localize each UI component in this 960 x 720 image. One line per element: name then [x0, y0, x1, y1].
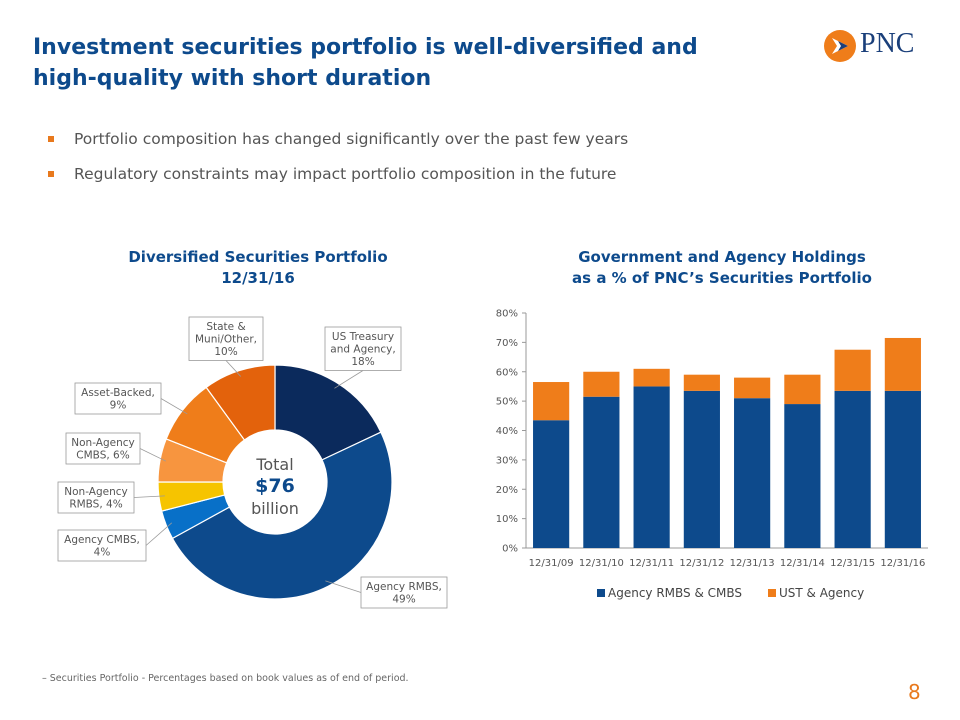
page-number: 8 — [908, 680, 921, 704]
bullet-square-icon — [48, 136, 54, 142]
callout-line — [325, 580, 362, 593]
callout-line — [334, 370, 364, 389]
bar-segment — [734, 398, 771, 548]
callout-box — [57, 529, 147, 562]
slice-label: 4% — [94, 547, 111, 559]
x-tick-label: 12/31/10 — [579, 558, 624, 569]
bullet-item: Regulatory constraints may impact portfo… — [48, 163, 848, 198]
callout-box — [57, 481, 135, 514]
y-tick-label: 40% — [496, 426, 518, 437]
bar-segment — [834, 349, 871, 391]
bar-segment — [834, 390, 871, 548]
slice-label: US Treasury — [332, 331, 394, 343]
pie-slice — [171, 431, 393, 600]
slice-label: 18% — [351, 356, 374, 368]
footnote: – Securities Portfolio - Percentages bas… — [42, 673, 409, 684]
x-tick-label: 12/31/09 — [529, 558, 574, 569]
bullet-text: Regulatory constraints may impact portfo… — [74, 165, 617, 183]
y-tick-label: 70% — [496, 338, 518, 349]
slice-label: CMBS, 6% — [76, 450, 129, 462]
callout-line — [160, 398, 188, 415]
y-tick-label: 80% — [496, 309, 518, 320]
bar-segment — [533, 382, 570, 421]
x-tick-label: 12/31/16 — [880, 558, 925, 569]
pie-chart-title: Diversified Securities Portfolio 12/31/1… — [88, 247, 428, 289]
x-tick-label: 12/31/15 — [830, 558, 875, 569]
bar-segment — [784, 374, 821, 405]
y-tick-label: 30% — [496, 455, 518, 466]
bar-title-line2: as a % of PNC’s Securities Portfolio — [572, 269, 872, 287]
legend-swatch — [597, 589, 605, 597]
bar-title-line1: Government and Agency Holdings — [578, 248, 866, 266]
slice-label: Agency CMBS, — [64, 534, 140, 546]
bar-segment — [683, 390, 720, 548]
donut-center-label: Total — [255, 455, 293, 474]
x-tick-label: 12/31/12 — [679, 558, 724, 569]
bar-segment — [633, 386, 670, 548]
slice-label: RMBS, 4% — [69, 499, 122, 511]
y-tick-label: 50% — [496, 397, 518, 408]
x-tick-label: 12/31/14 — [780, 558, 825, 569]
bullet-text: Portfolio composition has changed signif… — [74, 130, 629, 148]
pie-slice — [274, 364, 382, 461]
pie-slice — [205, 364, 276, 441]
donut-center-unit: billion — [251, 499, 299, 518]
slice-label: Muni/Other, — [195, 334, 257, 346]
bar-segment — [583, 396, 620, 548]
callout-line — [225, 360, 241, 377]
donut-center-value: $76 — [255, 475, 295, 497]
slice-label: Non-Agency — [64, 486, 127, 498]
slice-label: 9% — [110, 400, 127, 412]
legend-label: Agency RMBS & CMBS — [608, 586, 742, 600]
y-tick-label: 10% — [496, 514, 518, 525]
legend-label: UST & Agency — [779, 586, 864, 600]
pnc-logo-icon — [824, 30, 856, 62]
bar-segment — [784, 404, 821, 548]
y-tick-label: 60% — [496, 367, 518, 378]
callout-line — [139, 448, 167, 462]
pie-title-line2: 12/31/16 — [221, 269, 295, 287]
callout-box — [360, 576, 448, 609]
bullet-list: Portfolio composition has changed signif… — [48, 128, 848, 198]
slice-label: State & — [206, 321, 245, 333]
slice-label: and Agency, — [330, 344, 395, 356]
bar-segment — [884, 390, 921, 548]
bar-segment — [683, 374, 720, 391]
slice-label: 10% — [214, 346, 237, 358]
callout-box — [188, 316, 264, 361]
pie-title-line1: Diversified Securities Portfolio — [128, 248, 388, 266]
bar-segment — [884, 337, 921, 391]
callout-box — [65, 432, 141, 465]
x-tick-label: 12/31/13 — [730, 558, 775, 569]
callout-box — [74, 382, 162, 415]
bar-segment — [583, 371, 620, 397]
legend-swatch — [768, 589, 776, 597]
bar-chart-title: Government and Agency Holdings as a % of… — [542, 247, 902, 289]
bar-segment — [734, 377, 771, 399]
slice-label: Agency RMBS, — [366, 581, 442, 593]
pnc-logo: PNC — [822, 28, 934, 64]
slide-title: Investment securities portfolio is well-… — [33, 35, 698, 91]
bullet-square-icon — [48, 171, 54, 177]
bar-segment — [533, 420, 570, 548]
callout-line — [145, 522, 173, 546]
callout-line — [133, 495, 165, 498]
slice-label: Asset-Backed, — [81, 387, 155, 399]
y-tick-label: 0% — [502, 544, 518, 555]
bullet-item: Portfolio composition has changed signif… — [48, 128, 848, 163]
bar-segment — [633, 368, 670, 387]
logo-text: PNC — [860, 28, 915, 59]
slice-label: Non-Agency — [71, 437, 134, 449]
callout-box — [324, 326, 402, 371]
x-tick-label: 12/31/11 — [629, 558, 674, 569]
y-tick-label: 20% — [496, 485, 518, 496]
slice-label: 49% — [392, 594, 415, 606]
